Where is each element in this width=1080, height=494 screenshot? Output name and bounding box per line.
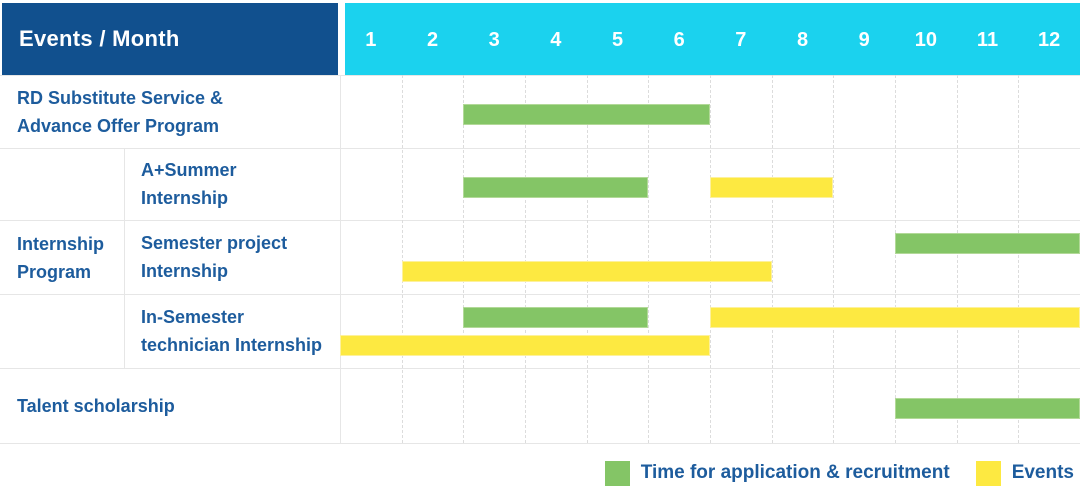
bar-events: [710, 176, 834, 198]
row-label-line: technician Internship: [141, 335, 323, 355]
month-gridline: [956, 75, 958, 443]
bar-application: [463, 307, 649, 328]
bar-application: [463, 176, 649, 198]
bar-events: [340, 335, 710, 356]
month-label-9: 9: [858, 29, 870, 51]
bar-application: [895, 233, 1080, 254]
label-chart-divider: [340, 75, 341, 443]
month-label-7: 7: [735, 29, 747, 51]
group-label-line: Internship: [17, 234, 105, 254]
row-divider: [0, 220, 1080, 221]
month-label-4: 4: [550, 29, 562, 51]
row-label-line: Semester project: [141, 233, 288, 253]
month-gridline: [525, 75, 526, 443]
row-divider: [0, 294, 1080, 295]
month-label-2: 2: [426, 29, 439, 51]
group-sub-divider: [124, 148, 125, 368]
group-label-line: Program: [17, 262, 92, 282]
group-label: Internship Program: [0, 148, 124, 368]
bar-events: [401, 261, 772, 282]
bar-events: [710, 307, 1080, 328]
row-label-line: Talent scholarship: [17, 395, 175, 416]
month-label-1: 1: [365, 29, 377, 51]
header-events-month: Events / Month: [2, 3, 338, 75]
row-divider: [0, 75, 1080, 76]
month-label-11: 11: [976, 29, 999, 51]
month-gridline: [895, 75, 896, 443]
row-label: Talent scholarship: [0, 368, 340, 443]
row-label-line: RD Substitute Service &: [17, 87, 224, 108]
row-divider: [0, 148, 1080, 149]
month-label-6: 6: [673, 29, 685, 51]
row-label: In-Semester technician Internship: [124, 294, 340, 368]
month-label-3: 3: [488, 29, 500, 51]
legend-item-application: Time for application & recruitment: [604, 460, 950, 486]
row-label: A+Summer Internship: [124, 148, 340, 220]
month-gridline: [401, 75, 403, 443]
month-gridline: [833, 75, 835, 443]
row-label-line: A+Summer: [141, 160, 237, 180]
row-label-line: Advance Offer Program: [17, 115, 220, 136]
month-gridline: [771, 75, 773, 443]
row-divider: [0, 443, 1080, 444]
month-label-12: 12: [1038, 29, 1061, 51]
legend-item-events: Events: [975, 460, 1074, 486]
row-divider: [0, 368, 1080, 369]
legend-swatch-application: [604, 460, 630, 486]
bar-application: [463, 104, 710, 125]
month-label-8: 8: [796, 29, 809, 51]
month-label-10: 10: [914, 29, 937, 51]
legend-label: Events: [1011, 462, 1074, 483]
legend-label: Time for application & recruitment: [640, 462, 950, 483]
month-gridline: [648, 75, 650, 443]
month-gridline: [586, 75, 588, 443]
month-gridline: [1018, 75, 1020, 443]
row-label: Semester project Internship: [124, 220, 340, 294]
month-header-strip: 1 2 3 4 5 6 7 8 9 10 11 12: [345, 3, 1080, 75]
legend-swatch-events: [975, 460, 1001, 486]
row-label-line: Internship: [141, 188, 229, 208]
header-title: Events / Month: [19, 26, 180, 51]
month-label-5: 5: [611, 29, 624, 51]
row-label: RD Substitute Service & Advance Offer Pro…: [0, 75, 340, 148]
bar-application: [895, 398, 1080, 419]
month-gridline: [463, 75, 465, 443]
row-label-line: Internship: [141, 261, 229, 281]
legend: Time for application & recruitment Events: [604, 458, 1074, 488]
month-gridline: [710, 75, 711, 443]
row-label-line: In-Semester: [141, 307, 245, 327]
